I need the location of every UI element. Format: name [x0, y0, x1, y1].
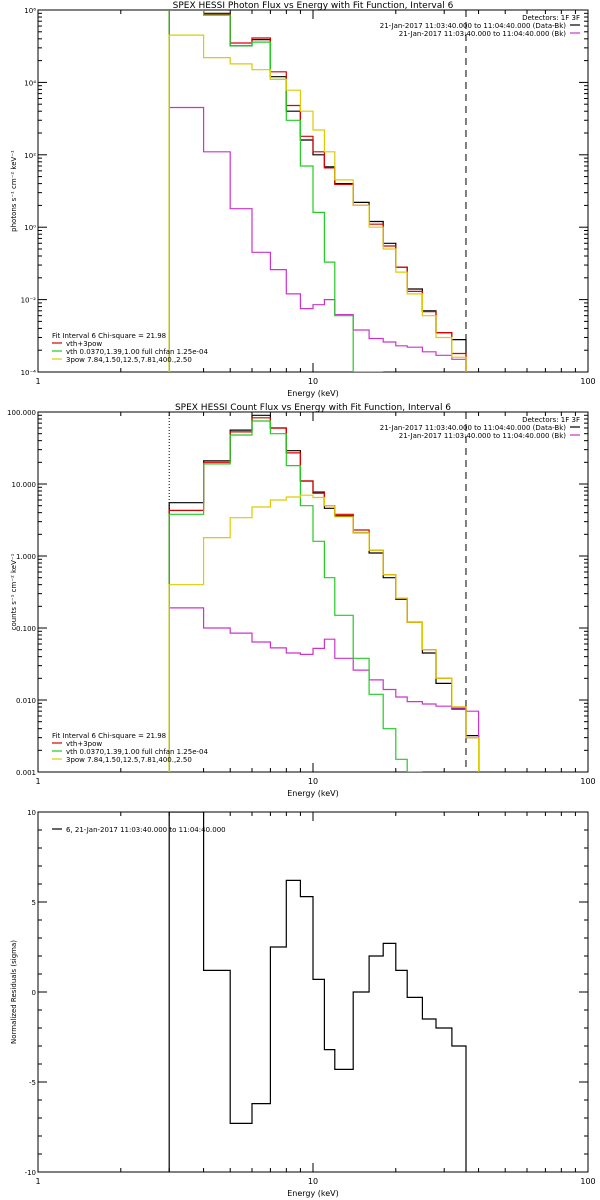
y-tick-label: 1.000 [16, 553, 36, 561]
legend-header: Detectors: 1F 3F [522, 14, 580, 22]
fit-legend-label: vth+3pow [66, 740, 102, 748]
y-tick-label: 10⁻⁴ [21, 369, 37, 377]
x-tick-label: 100 [580, 1177, 595, 1186]
x-axis-label: Energy (keV) [287, 389, 339, 398]
y-axis-label: counts s⁻¹ cm⁻² keV⁻¹ [10, 553, 18, 630]
y-tick-label: 5 [32, 899, 36, 907]
series-line-3 [168, 417, 480, 772]
x-tick-label: 10 [308, 1177, 318, 1186]
legend-label: 21-Jan-2017 11:03:40.000 to 11:04:40.000… [399, 432, 567, 440]
x-tick-label: 100 [580, 777, 595, 786]
series-line-2 [168, 607, 480, 772]
series-group [168, 812, 467, 1172]
series-line-3 [168, 10, 467, 372]
fit-legend-label: vth+3pow [66, 340, 102, 348]
series-group [168, 414, 480, 772]
legend-label: 21-Jan-2017 11:03:40.000 to 11:04:40.000… [399, 30, 567, 38]
series-line-5 [168, 494, 480, 772]
y-tick-label: 0 [32, 989, 36, 997]
chart-title: SPEX HESSI Count Flux vs Energy with Fit… [175, 403, 451, 413]
fit-legend-label: vth 0.0370,1.39,1.00 full chfan 1.25e-04 [66, 348, 208, 356]
y-tick-label: 0.001 [16, 769, 36, 777]
y-tick-label: 10⁴ [24, 79, 36, 87]
y-axis-label: Normalized Residuals (sigma) [10, 940, 18, 1044]
x-tick-label: 10 [308, 777, 318, 786]
chart-title: SPEX HESSI Photon Flux vs Energy with Fi… [173, 1, 454, 11]
fit-legend-label: 3pow 7.84,1.50,12.5,7.81,400.,2.50 [66, 756, 192, 764]
x-tick-label: 100 [580, 377, 595, 386]
y-tick-label: 10² [24, 152, 36, 160]
y-tick-label: 10 [27, 809, 36, 817]
fit-legend-label: 3pow 7.84,1.50,12.5,7.81,400.,2.50 [66, 356, 192, 364]
y-axis-label: photons s⁻¹ cm⁻² keV⁻¹ [10, 150, 18, 232]
series-line-1 [168, 10, 467, 372]
y-tick-label: 10⁻² [21, 297, 37, 305]
plot-frame [37, 411, 589, 773]
plot-frame [37, 811, 589, 1173]
x-tick-label: 1 [35, 377, 40, 386]
panel-3: 1 10 100 -10 -5 0 5 10 Energy (keV) Normalized Re… [10, 809, 596, 1198]
fit-legend-label: vth 0.0370,1.39,1.00 full chfan 1.25e-04 [66, 748, 208, 756]
x-axis-label: Energy (keV) [287, 789, 339, 798]
y-tick-label: 0.010 [16, 697, 36, 705]
y-tick-label: -10 [25, 1169, 36, 1177]
series-line-4 [168, 420, 423, 772]
series-line-5 [168, 34, 467, 372]
x-axis-label: Energy (keV) [287, 1189, 339, 1198]
y-tick-label: -5 [29, 1079, 36, 1087]
legend-label: 6, 21-Jan-2017 11:03:40.000 to 11:04:40.… [66, 826, 226, 834]
y-tick-label: 10.000 [12, 481, 37, 489]
y-tick-label: 10⁰ [24, 224, 36, 232]
series-line-4 [168, 10, 384, 372]
series-line-2 [168, 106, 467, 372]
x-tick-label: 1 [35, 777, 40, 786]
legend-header: Detectors: 1F 3F [522, 416, 580, 424]
y-tick-label: 10⁶ [24, 7, 36, 15]
x-tick-label: 1 [35, 1177, 40, 1186]
fit-legend-header: Fit Interval 6 Chi-square = 21.98 [52, 732, 166, 740]
x-tick-label: 10 [308, 377, 318, 386]
y-tick-label: 100.000 [7, 409, 36, 417]
series-line-1 [168, 414, 480, 772]
legend-label: 21-Jan-2017 11:03:40.000 to 11:04:40.000… [380, 22, 567, 30]
panel-2: 1 10 100 0.001 0.010 0.100 1.000 10.000 100.000 S… [7, 403, 596, 798]
fit-legend-header: Fit Interval 6 Chi-square = 21.98 [52, 332, 166, 340]
series-line-1 [168, 812, 467, 1172]
panel-1: 1 10 100 10⁻⁴ 10⁻² 10⁰ 10² 10⁴ 10⁶ SPEX HESSI Pho… [10, 1, 596, 398]
y-tick-label: 0.100 [16, 625, 36, 633]
legend-label: 21-Jan-2017 11:03:40.000 to 11:04:40.000… [380, 424, 567, 432]
series-group [168, 10, 467, 372]
